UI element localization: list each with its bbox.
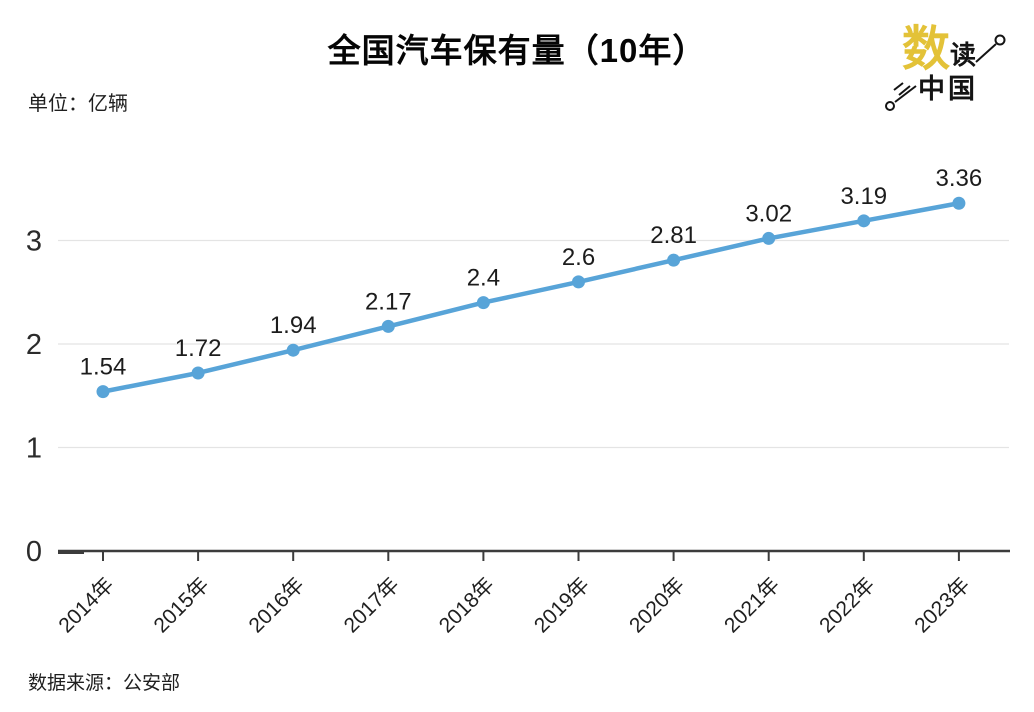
data-point-label: 2.4 (467, 265, 500, 292)
x-tick-label: 2020年 (625, 573, 689, 637)
source-label: 数据来源：公安部 (28, 673, 181, 694)
logo-decoration-lines (885, 34, 1006, 111)
series-line (100, 200, 962, 394)
x-tick-label: 2021年 (720, 573, 784, 637)
y-tick-label: 2 (26, 329, 42, 361)
data-point (96, 385, 110, 399)
x-tick-label: 2022年 (815, 573, 879, 637)
data-point (191, 366, 205, 380)
x-tick-label: 2016年 (245, 573, 309, 637)
data-point (476, 296, 490, 310)
logo-node-circle-bottom (885, 101, 895, 111)
data-point-label: 1.94 (270, 312, 317, 339)
logo-node-circle-top (994, 34, 1006, 46)
data-point-label: 1.72 (175, 335, 222, 362)
x-tick-label: 2017年 (340, 573, 404, 637)
x-tick-label: 2019年 (530, 573, 594, 637)
data-point-label: 1.54 (80, 354, 127, 381)
unit-label: 单位：亿辆 (28, 93, 128, 115)
x-tick-label: 2023年 (910, 573, 974, 637)
data-point-label: 2.81 (650, 222, 697, 249)
logo-char-shu: 数 (902, 23, 951, 76)
y-tick-label: 1 (26, 433, 42, 465)
data-point (857, 214, 871, 228)
x-tick-label: 2018年 (435, 573, 499, 637)
logo-shudu-zhongguo: 数 读 中国 (880, 16, 1016, 112)
data-point-label: 3.36 (936, 165, 983, 192)
x-tick-label: 2014年 (54, 573, 118, 637)
chart-title: 全国汽车保有量（10年） (327, 32, 707, 69)
y-tick-label: 3 (26, 226, 42, 258)
data-point-label: 2.17 (365, 288, 412, 315)
data-point (286, 343, 300, 357)
logo-char-zhongguo: 中国 (918, 74, 978, 104)
logo-char-du: 读 (950, 40, 977, 70)
data-point-label: 3.02 (745, 200, 792, 227)
y-tick-label: 0 (26, 536, 42, 568)
data-point-label: 2.6 (562, 244, 595, 271)
data-point-label: 3.19 (840, 183, 887, 210)
data-point (952, 196, 966, 210)
data-point (667, 253, 681, 267)
x-tick-label: 2015年 (149, 573, 213, 637)
data-point (381, 319, 395, 333)
data-point (572, 275, 585, 289)
data-point (762, 231, 776, 245)
